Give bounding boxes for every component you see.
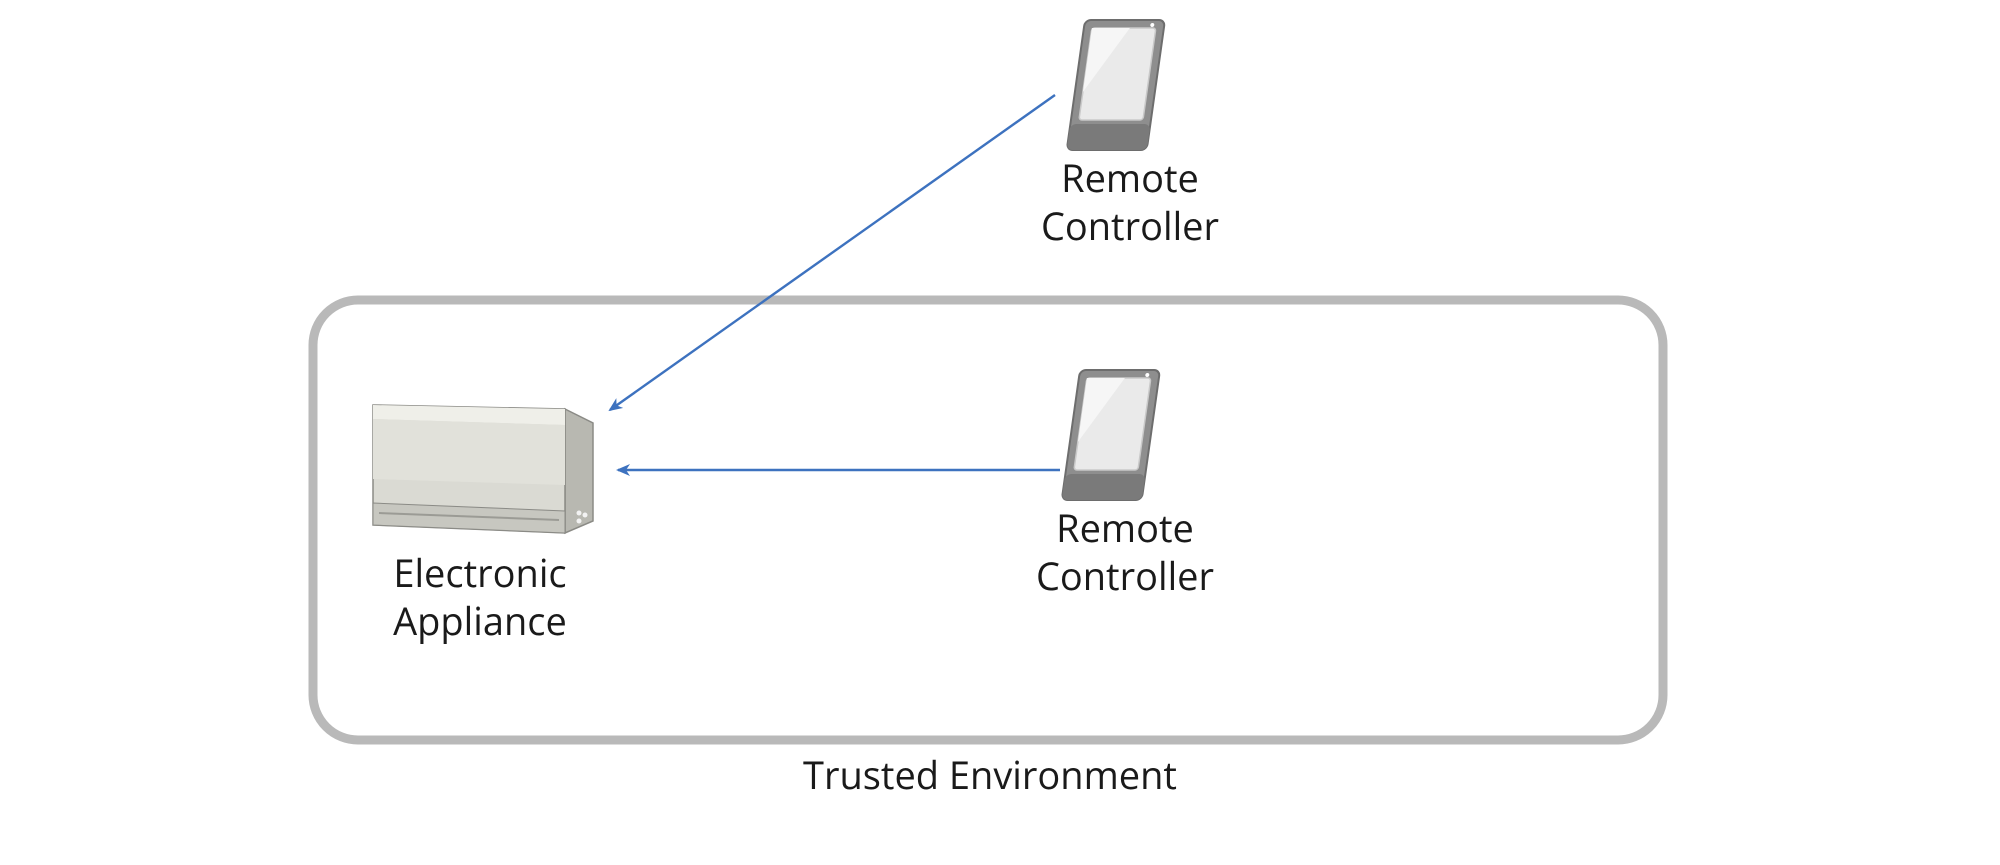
edges xyxy=(610,95,1060,470)
remote-outside-icon xyxy=(1067,20,1165,150)
appliance-label: Electronic Appliance xyxy=(330,550,630,645)
remote-inside-label: Remote Controller xyxy=(995,505,1255,600)
remote-inside-icon xyxy=(1062,370,1160,500)
diagram-stage: Electronic Appliance Remote Controller R… xyxy=(0,0,2000,865)
trusted-environment-label: Trusted Environment xyxy=(790,752,1190,800)
diagram-svg xyxy=(0,0,2000,865)
edge-outside-to-appliance xyxy=(610,95,1055,410)
remote-outside-label: Remote Controller xyxy=(1000,155,1260,250)
appliance-icon xyxy=(373,405,593,533)
